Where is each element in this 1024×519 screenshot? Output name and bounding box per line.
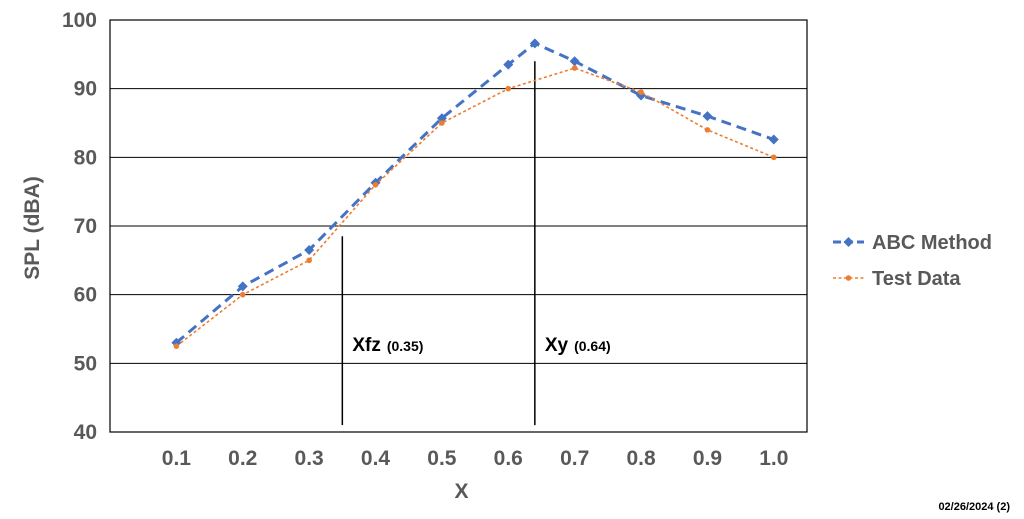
y-tick-label: 90 <box>74 78 97 101</box>
data-point <box>439 120 445 126</box>
data-point <box>768 134 779 145</box>
date-stamp: 02/26/2024 (2) <box>938 501 1010 513</box>
data-point <box>436 113 447 124</box>
x-tick-label: 0.4 <box>361 447 391 470</box>
data-point <box>505 85 512 92</box>
y-tick-labels: 40 50 60 70 80 90 100 <box>62 9 97 444</box>
y-tick-label: 70 <box>74 215 97 238</box>
x-tick-label: 0.2 <box>228 447 257 470</box>
data-point <box>529 38 540 49</box>
x-tick-label: 0.5 <box>427 447 457 470</box>
gridlines <box>110 19 807 433</box>
data-point <box>237 281 248 292</box>
x-tick-label: 0.7 <box>560 447 589 470</box>
plot-area <box>109 19 808 433</box>
data-point <box>702 111 713 122</box>
y-axis-title: SPL (dBA) <box>21 176 44 279</box>
series-abc-method <box>171 38 779 348</box>
legend-marker <box>845 275 852 281</box>
x-tick-label: 0.8 <box>626 447 656 470</box>
y-tick-label: 40 <box>74 421 97 444</box>
legend-label: Test Data <box>872 268 961 290</box>
data-point <box>503 59 514 70</box>
x-tick-label: 0.9 <box>693 447 722 470</box>
legend-marker <box>843 237 854 247</box>
data-point <box>372 182 379 188</box>
data-point <box>569 56 580 67</box>
data-point <box>571 65 578 71</box>
x-tick-label: 0.6 <box>494 447 523 470</box>
series-test-data <box>173 65 777 349</box>
series-line <box>175 67 775 347</box>
legend-label: ABC Method <box>872 232 992 254</box>
x-axis-title: X <box>454 480 468 503</box>
annotation-label-main: Xy <box>545 335 569 356</box>
annotation-label-value: (0.35) <box>387 338 424 354</box>
x-tick-label: 0.1 <box>162 447 192 470</box>
data-point <box>304 245 315 256</box>
data-point <box>306 257 312 264</box>
data-point <box>173 343 180 349</box>
annotation-label-main: Xfz <box>352 335 381 356</box>
legend: ABC Method Test Data <box>833 232 992 290</box>
data-point <box>771 154 777 161</box>
y-tick-label: 80 <box>74 146 97 169</box>
annotation-label-value: (0.64) <box>574 338 611 354</box>
series-group <box>171 38 779 349</box>
data-point <box>239 291 246 298</box>
annotations: Xfz (0.35) Xy (0.64) <box>341 61 611 426</box>
x-tick-label: 0.3 <box>295 447 324 470</box>
y-tick-label: 100 <box>62 9 97 32</box>
y-tick-label: 50 <box>74 352 97 375</box>
x-tick-label: 1.0 <box>759 447 788 470</box>
x-tick-labels: 0.1 0.2 0.3 0.4 0.5 0.6 0.7 0.8 0.9 1.0 <box>162 447 789 470</box>
annotation-label: Xfz (0.35) <box>352 335 423 356</box>
annotation-label: Xy (0.64) <box>545 335 611 356</box>
data-point <box>704 127 711 133</box>
y-tick-label: 60 <box>74 284 97 307</box>
data-point <box>638 89 644 95</box>
